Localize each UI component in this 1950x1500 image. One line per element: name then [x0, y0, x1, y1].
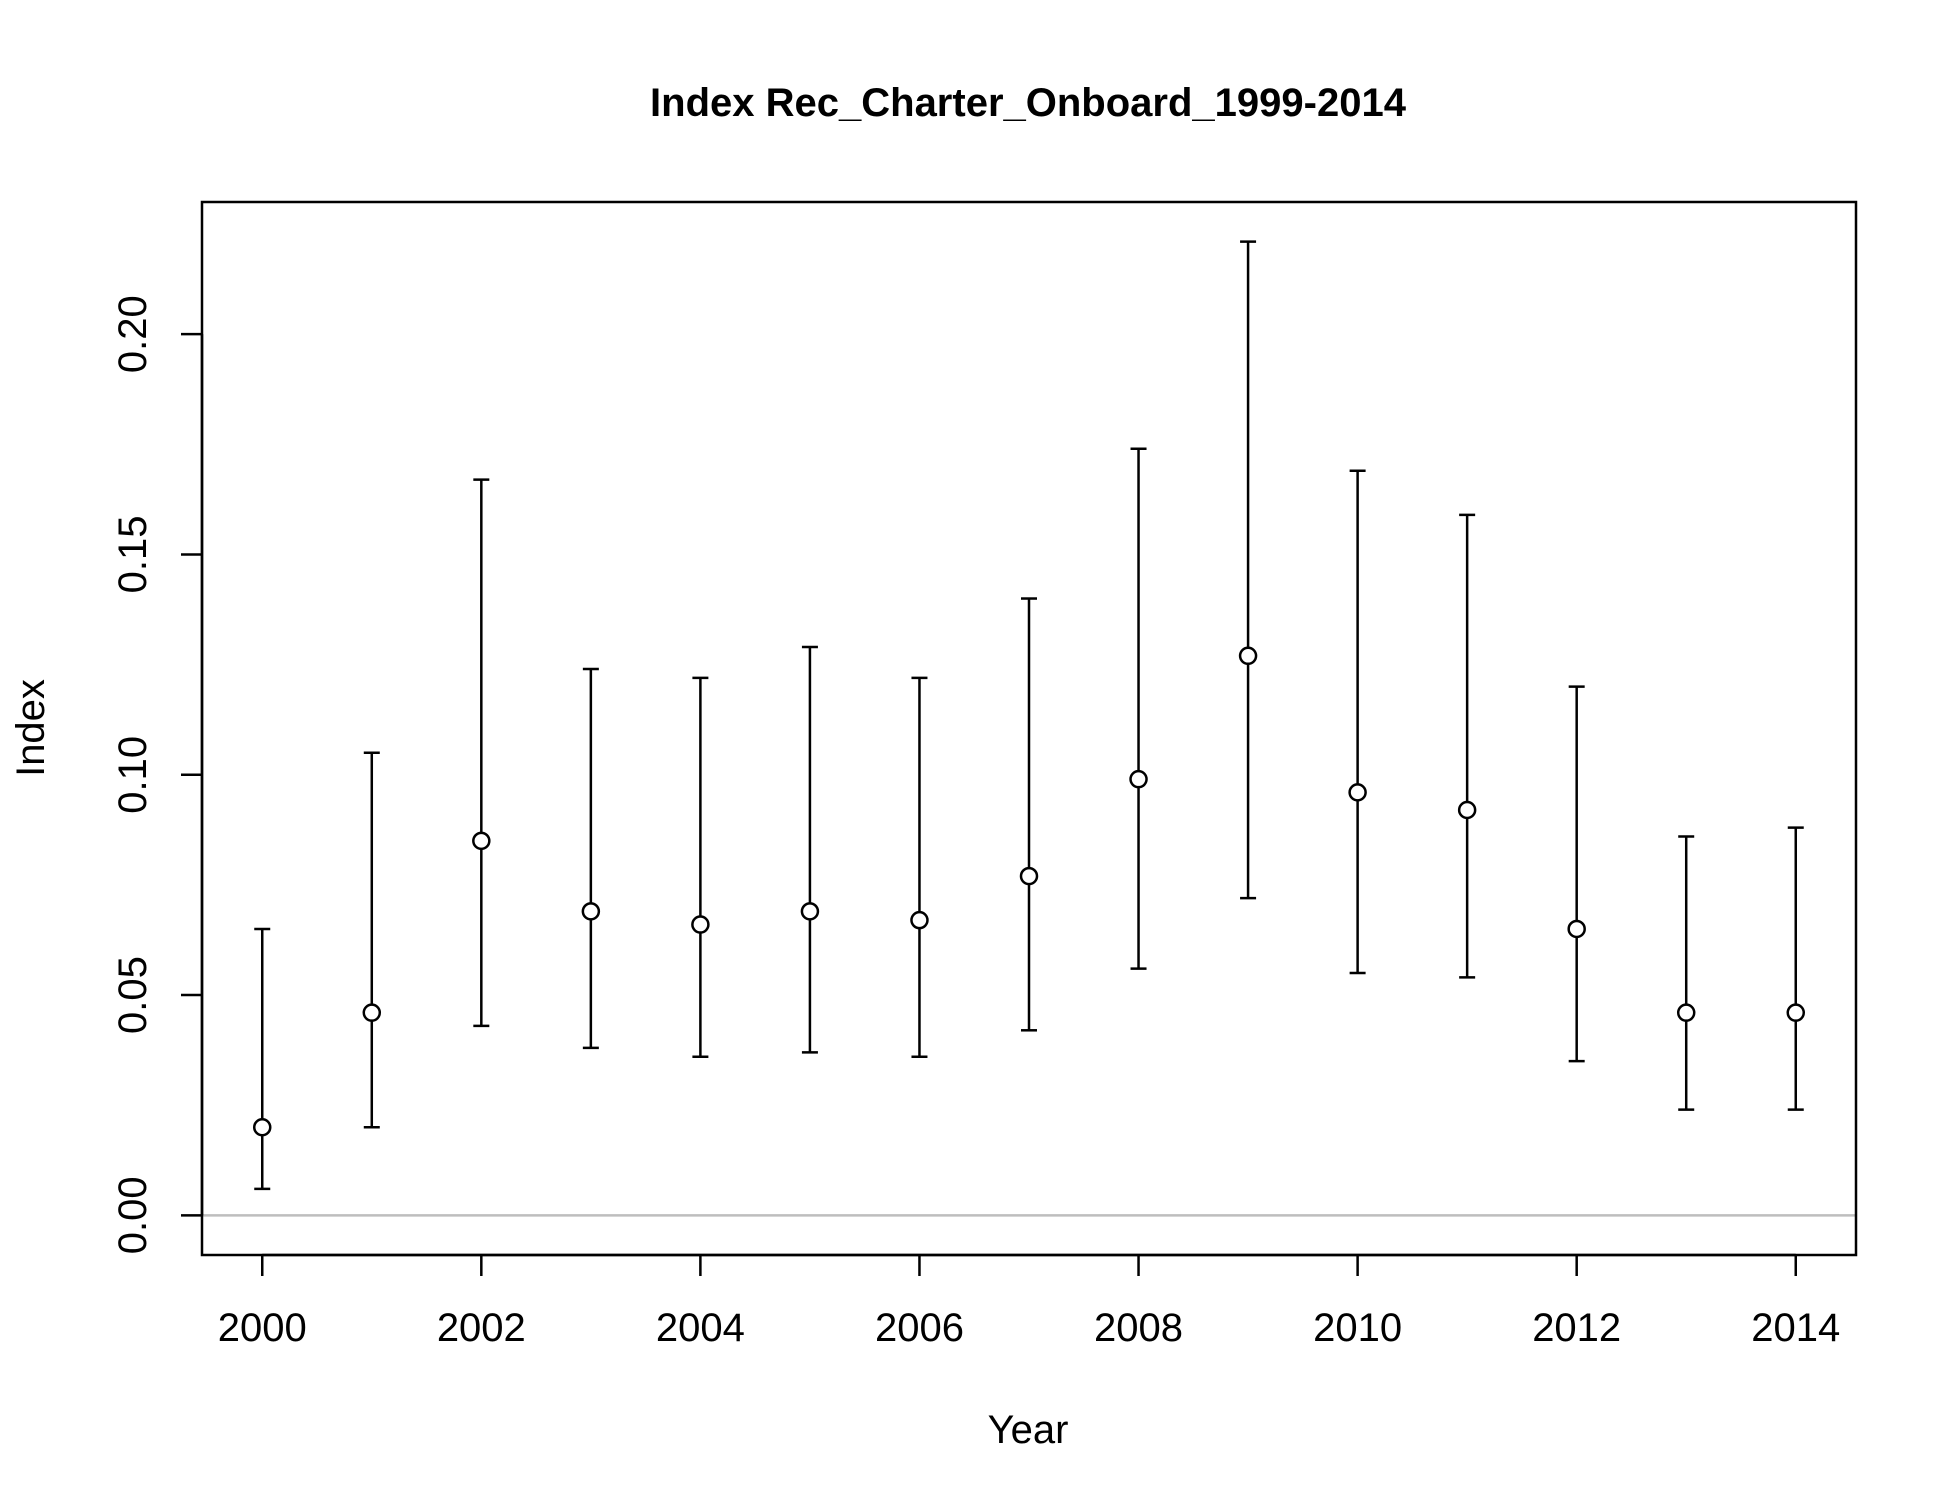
data-point-2012	[1567, 919, 1586, 939]
y-tick-label-0.20: 0.20	[111, 295, 155, 373]
x-tick-label-2010: 2010	[1313, 1306, 1402, 1350]
x-tick-label-2006: 2006	[875, 1306, 964, 1350]
x-tick-label-2012: 2012	[1532, 1306, 1621, 1350]
y-tick-label-0.05: 0.05	[111, 956, 155, 1034]
y-axis: 0.00 0.05 0.10 0.15 0.20	[111, 295, 204, 1254]
x-tick-label-2000: 2000	[218, 1306, 307, 1350]
chart-title: Index Rec_Charter_Onboard_1999-2014	[650, 81, 1407, 125]
data-point-2005	[800, 902, 820, 921]
y-tick-label-0.10: 0.10	[111, 736, 155, 814]
y-tick-label-0.15: 0.15	[111, 516, 155, 594]
y-axis-title: Index	[9, 679, 53, 777]
data-point-2003	[581, 902, 601, 921]
data-point-2008	[1129, 769, 1148, 789]
plot-area	[202, 240, 1856, 1217]
y-tick-label-0.00: 0.00	[111, 1176, 155, 1254]
data-point-2011	[1457, 800, 1477, 820]
data-point-2006	[910, 910, 929, 930]
x-tick-label-2008: 2008	[1094, 1306, 1183, 1350]
x-axis: 2000 2002 2004 2006 2008 2010 2012 2014	[218, 1253, 1840, 1350]
data-point-2002	[472, 831, 491, 851]
data-point-2009	[1238, 646, 1258, 666]
data-point-2014	[1786, 1003, 1806, 1022]
data-point-2004	[691, 915, 710, 934]
data-point-2001	[362, 1003, 382, 1022]
x-tick-label-2014: 2014	[1751, 1306, 1840, 1350]
x-tick-label-2002: 2002	[437, 1306, 526, 1350]
data-point-2000	[252, 1117, 272, 1137]
data-point-2007	[1019, 866, 1039, 886]
x-tick-label-2004: 2004	[656, 1306, 745, 1350]
x-axis-title: Year	[988, 1408, 1069, 1452]
data-point-2010	[1348, 783, 1367, 802]
data-point-2013	[1676, 1003, 1696, 1022]
